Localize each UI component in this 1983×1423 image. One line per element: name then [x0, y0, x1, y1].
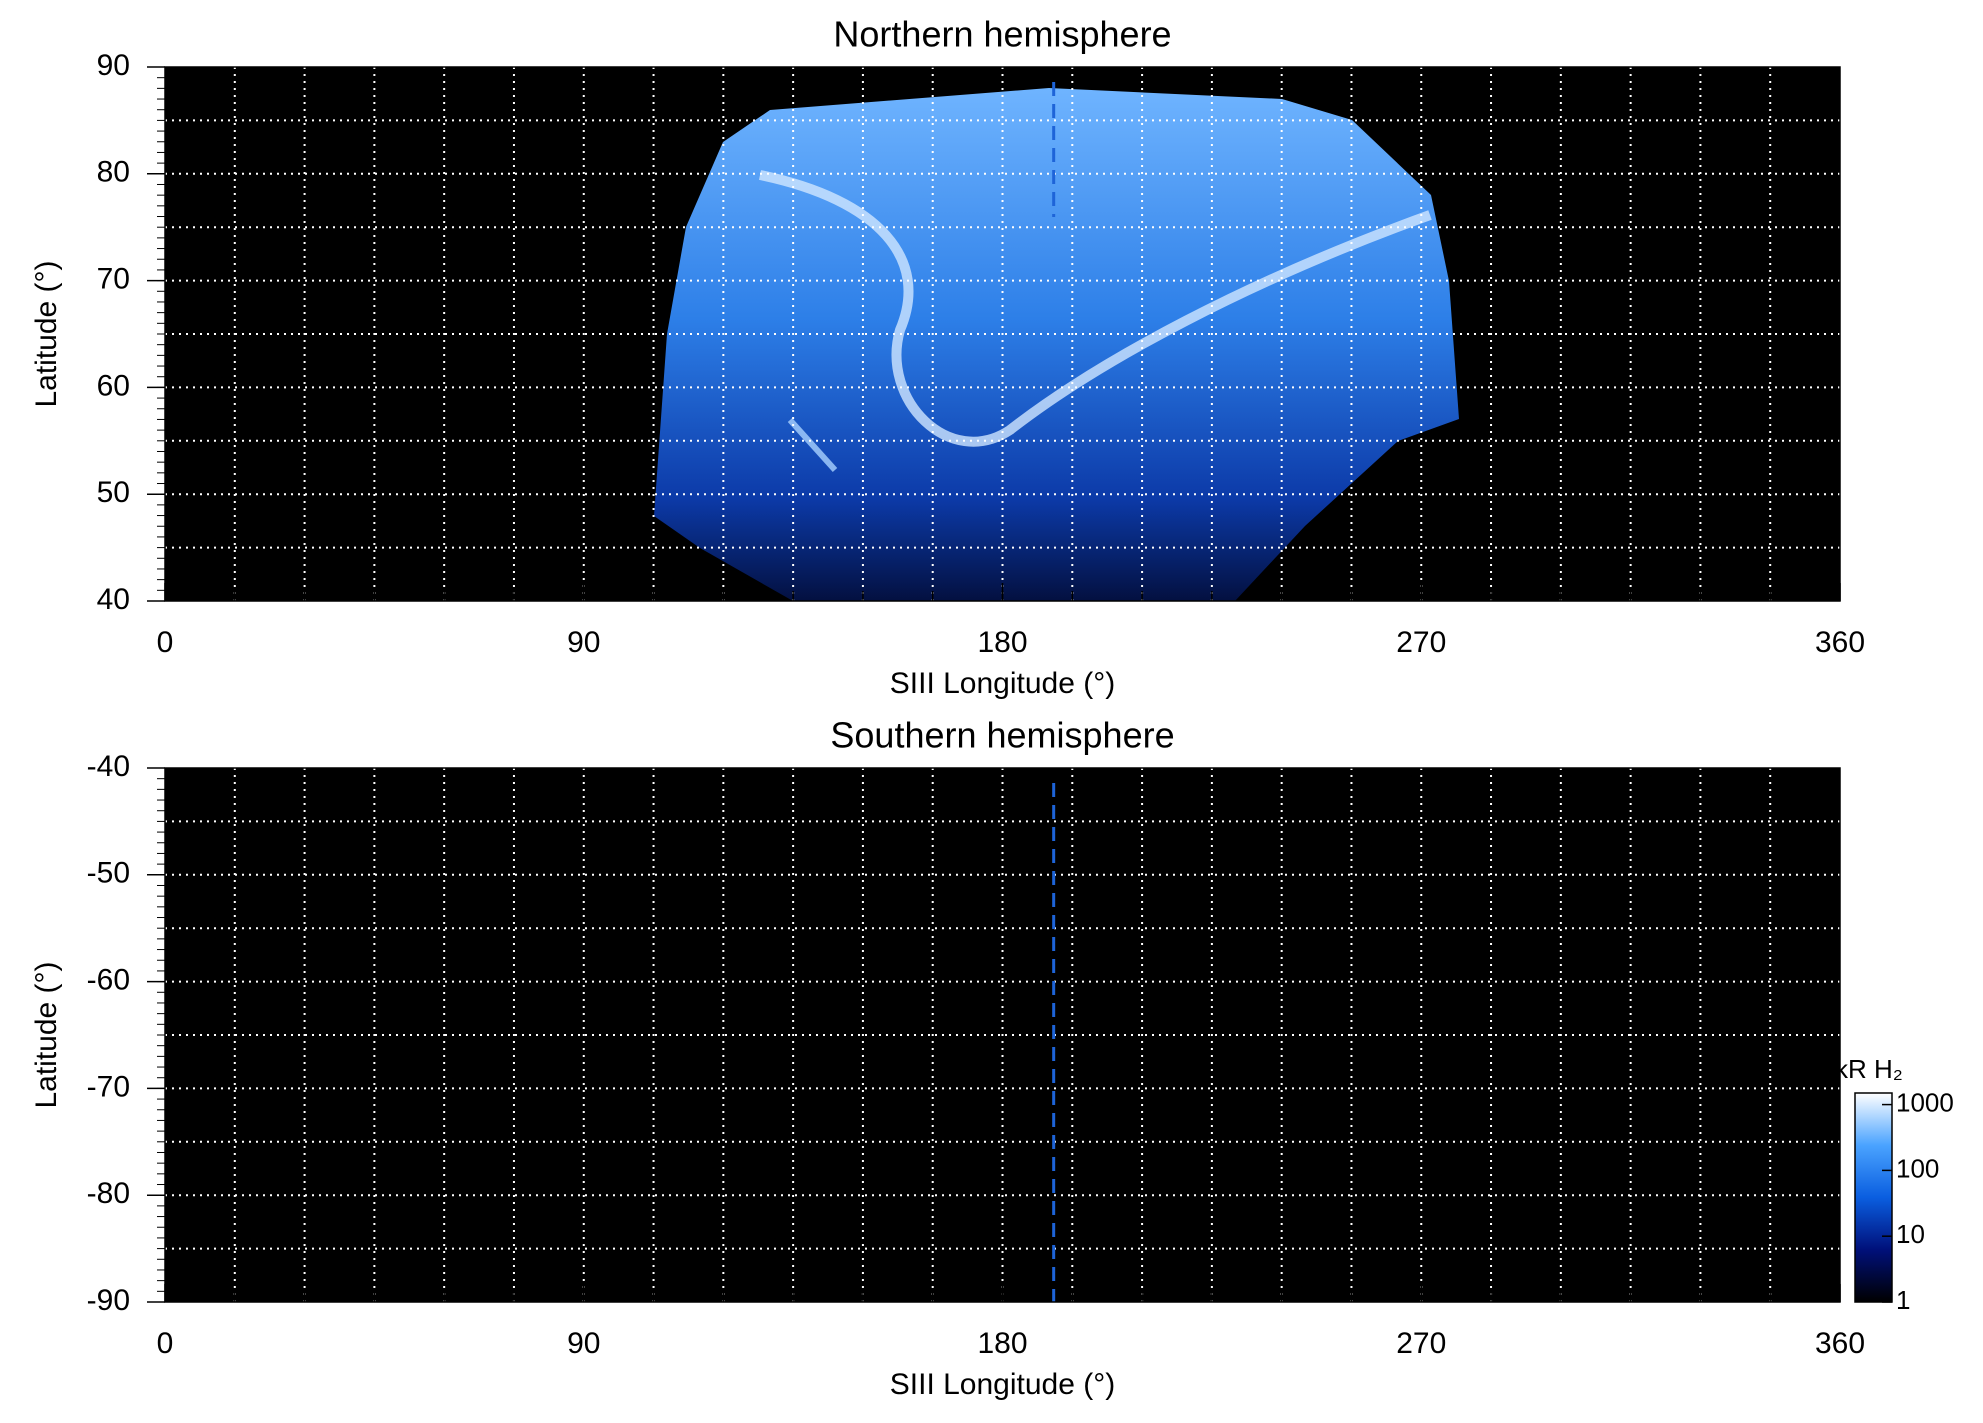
x-tick-label: 360	[1815, 626, 1865, 659]
colorbar-scale	[1854, 1092, 1893, 1303]
chart-title: Southern hemisphere	[830, 715, 1174, 756]
colorbar-tick-label: 1	[1896, 1285, 1910, 1315]
y-tick-label: 80	[97, 156, 130, 189]
colorbar: kR H₂ 1 10 100 1000	[1835, 1054, 1954, 1315]
colorbar-tick-label: 1000	[1896, 1087, 1954, 1117]
panel-south: 0 90 180 270 360 -40 -50 -60 -70 -80 -90 Southern h…	[30, 715, 1954, 1401]
y-tick-label: 60	[97, 369, 130, 402]
panel-north: 0 90 180 270 360 40 50 60 70 80 90 Northern hemisph…	[30, 14, 1865, 700]
y-axis-label: Latitude (°)	[30, 260, 63, 407]
x-tick-label: 270	[1396, 626, 1446, 659]
x-axis-label: SIII Longitude (°)	[890, 1368, 1115, 1401]
chart-title: Northern hemisphere	[833, 14, 1171, 55]
x-tick-label: 0	[157, 1327, 174, 1360]
x-tick-label: 90	[567, 1327, 600, 1360]
auroral-emission	[654, 88, 1459, 601]
x-tick-label: 270	[1396, 1327, 1446, 1360]
colorbar-tick-label: 10	[1896, 1219, 1925, 1249]
y-tick-label: 50	[97, 476, 130, 509]
y-tick-label: -70	[87, 1070, 130, 1103]
main-oval	[758, 170, 1432, 447]
colorbar-title: kR H₂	[1835, 1054, 1903, 1084]
x-tick-label: 90	[567, 626, 600, 659]
y-tick-label: -90	[87, 1284, 130, 1317]
emission-arc	[787, 417, 838, 473]
y-tick-label: 40	[97, 583, 130, 616]
y-tick-label: -80	[87, 1177, 130, 1210]
y-tick-label: -60	[87, 964, 130, 997]
x-tick-label: 180	[977, 1327, 1027, 1360]
y-axis-label: Latitude (°)	[30, 961, 63, 1108]
y-tick-label: 70	[97, 263, 130, 296]
y-tick-label: 90	[97, 49, 130, 82]
x-tick-label: 360	[1815, 1327, 1865, 1360]
colorbar-tick-label: 100	[1896, 1153, 1939, 1183]
y-tick-label: -50	[87, 857, 130, 890]
x-tick-label: 0	[157, 626, 174, 659]
x-tick-label: 180	[977, 626, 1027, 659]
y-tick-label: -40	[87, 750, 130, 783]
x-axis-label: SIII Longitude (°)	[890, 667, 1115, 700]
